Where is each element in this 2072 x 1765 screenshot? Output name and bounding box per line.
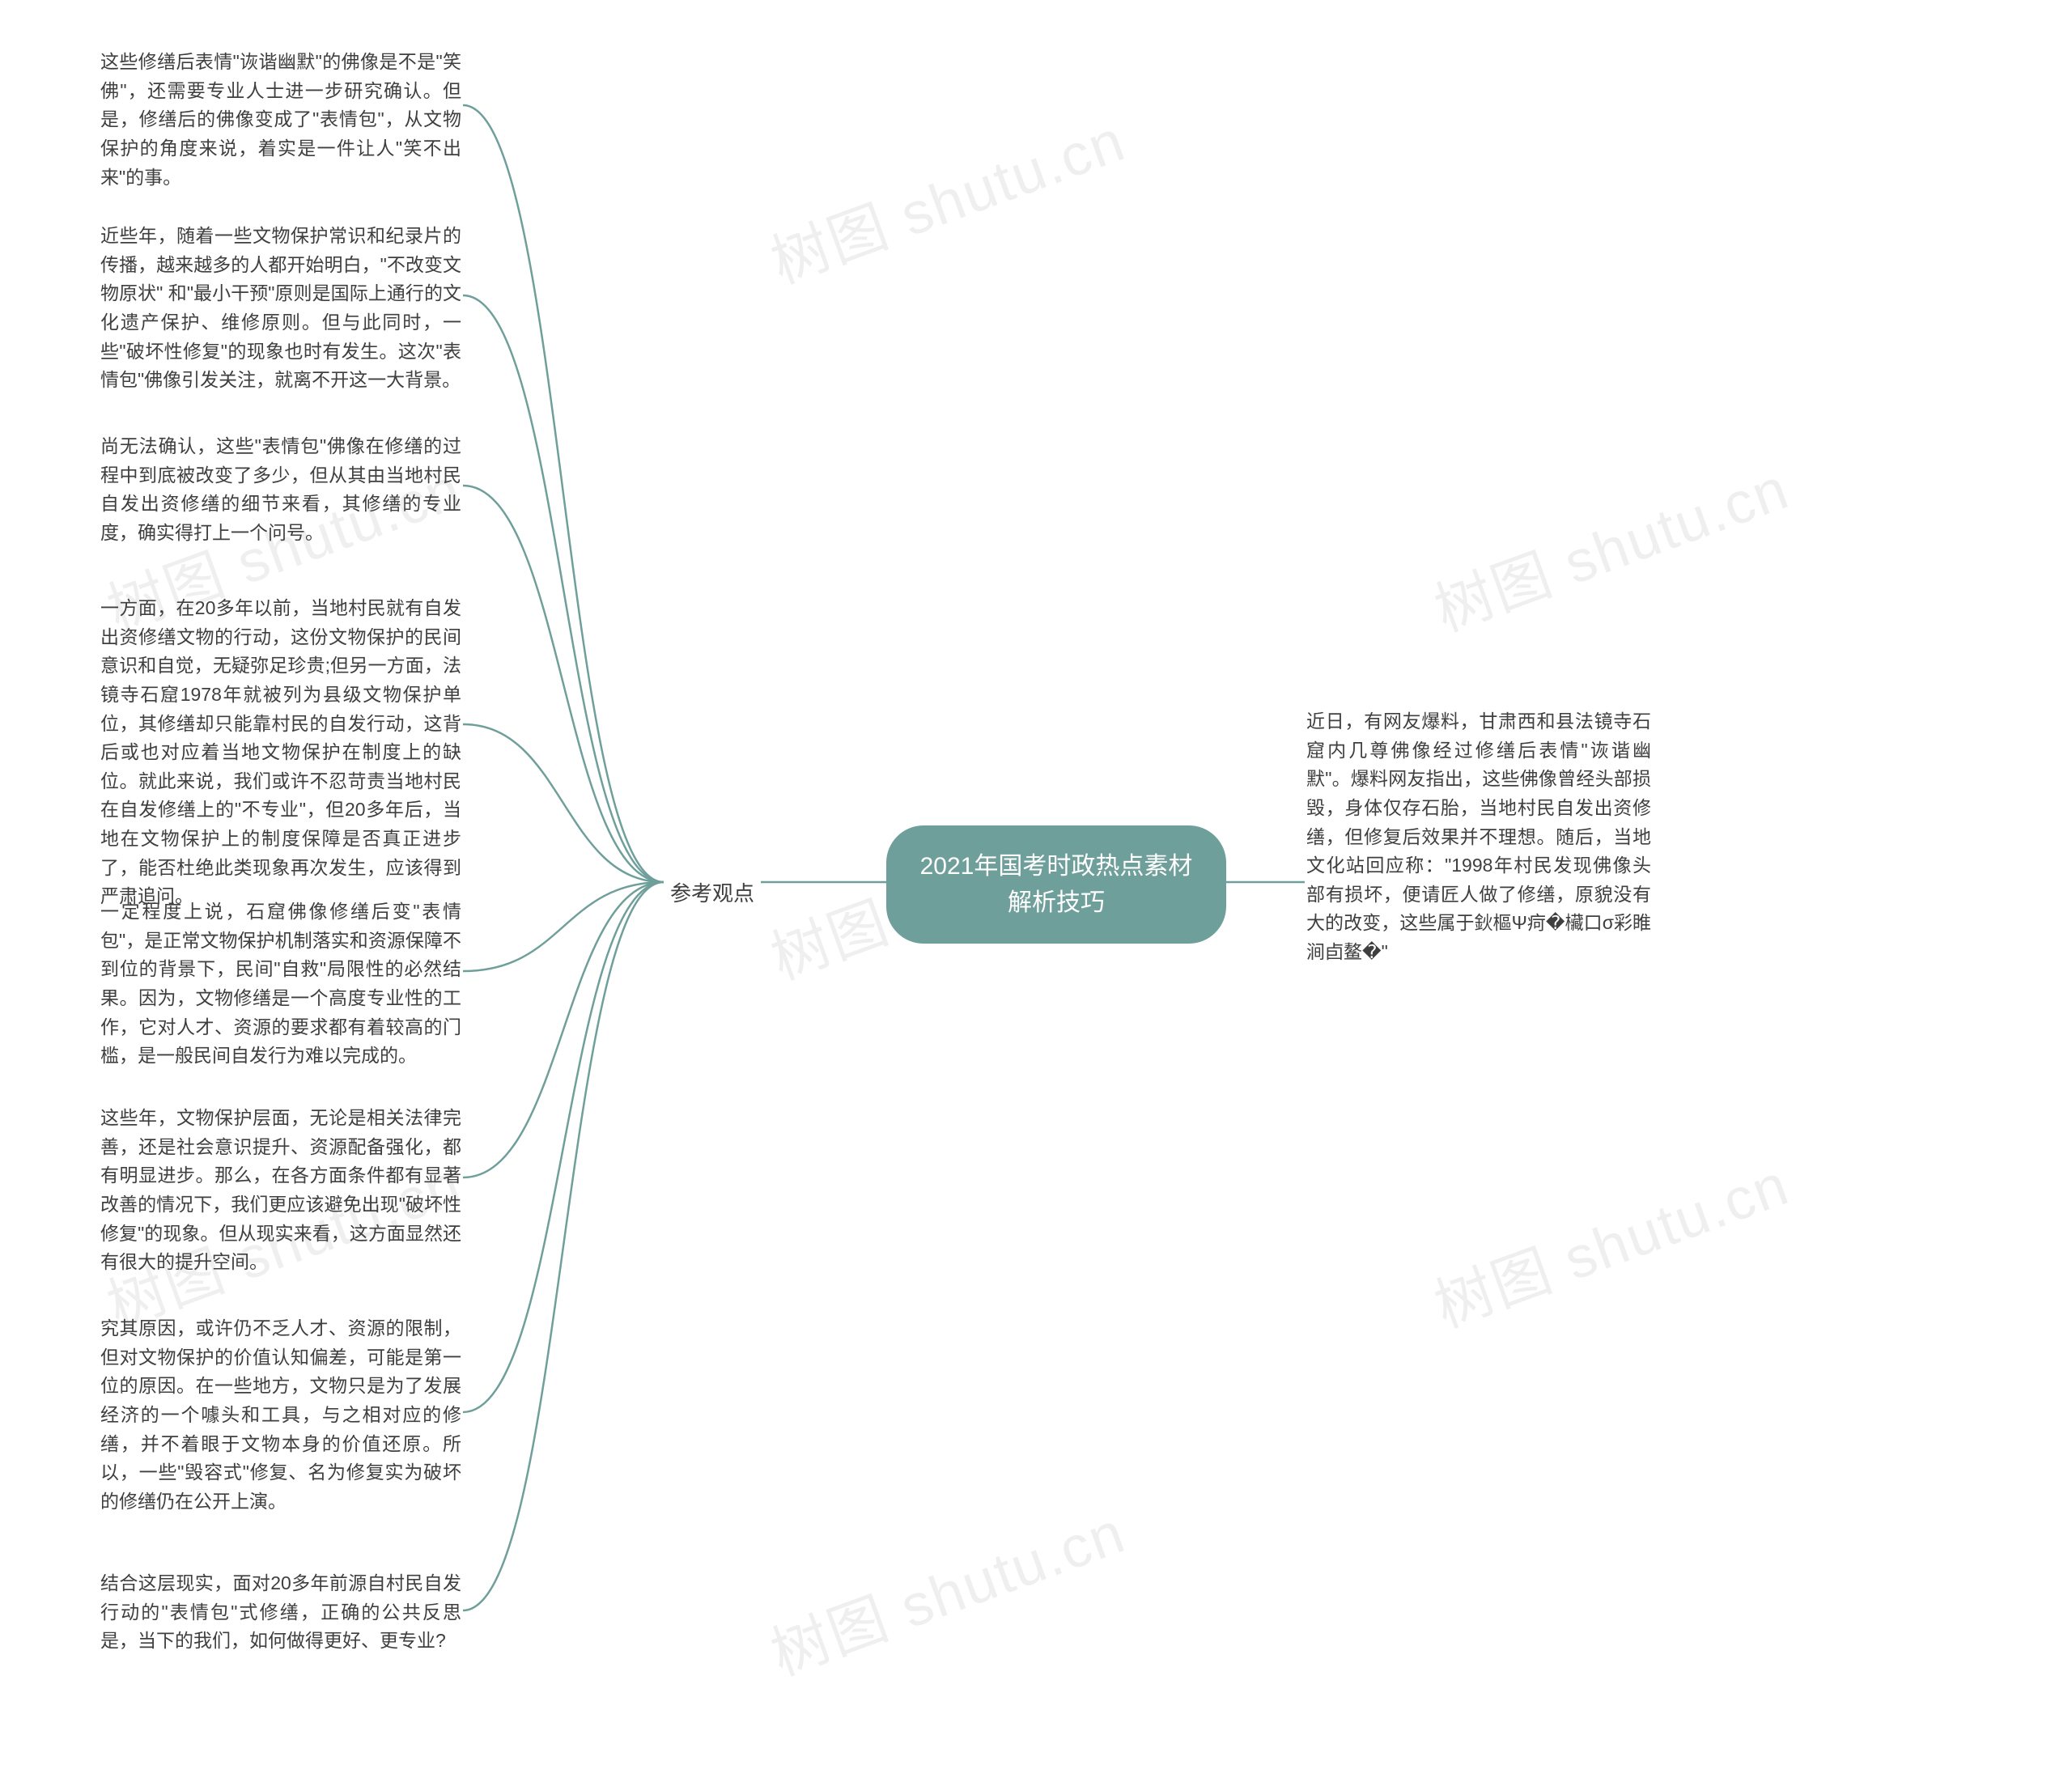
- watermark: 树图 shutu.cn: [1421, 441, 1798, 647]
- right-leaf-node[interactable]: 近日，有网友爆料，甘肃西和县法镜寺石窟内几尊佛像经过修缮后表情"诙谐幽默"。爆料…: [1305, 704, 1653, 970]
- watermark: 树图 shutu.cn: [1421, 1137, 1798, 1343]
- root-title-line1: 2021年国考时政热点素材: [919, 848, 1194, 885]
- left-leaf-text: 尚无法确认，这些"表情包"佛像在修缮的过程中到底被改变了多少，但从其由当地村民自…: [100, 435, 461, 543]
- left-leaf-text: 究其原因，或许仍不乏人才、资源的限制，但对文物保护的价值认知偏差，可能是第一位的…: [100, 1317, 461, 1512]
- left-leaf-text: 一方面，在20多年以前，当地村民就有自发出资修缮文物的行动，这份文物保护的民间意…: [100, 597, 461, 906]
- left-leaf-text: 这些修缮后表情"诙谐幽默"的佛像是不是"笑佛"，还需要专业人士进一步研究确认。但…: [100, 51, 461, 188]
- mindmap-canvas: 树图 shutu.cn 树图 shutu.cn 树图 shutu.cn 树图 shut…: [0, 0, 2072, 1765]
- left-leaf-text: 一定程度上说，石窟佛像修缮后变"表情包"，是正常文物保护机制落实和资源保障不到位…: [100, 901, 461, 1066]
- left-leaf-text: 近些年，随着一些文物保护常识和纪录片的传播，越来越多的人都开始明白，"不改变文物…: [100, 225, 461, 390]
- left-leaf-node[interactable]: 尚无法确认，这些"表情包"佛像在修缮的过程中到底被改变了多少，但从其由当地村民自…: [99, 429, 463, 551]
- watermark: 树图 shutu.cn: [758, 93, 1135, 299]
- left-leaf-node[interactable]: 这些修缮后表情"诙谐幽默"的佛像是不是"笑佛"，还需要专业人士进一步研究确认。但…: [99, 45, 463, 195]
- left-leaf-node[interactable]: 一定程度上说，石窟佛像修缮后变"表情包"，是正常文物保护机制落实和资源保障不到位…: [99, 894, 463, 1074]
- left-leaf-text: 结合这层现实，面对20多年前源自村民自发行动的"表情包"式修缮，正确的公共反思是…: [100, 1572, 461, 1651]
- left-leaf-node[interactable]: 一方面，在20多年以前，当地村民就有自发出资修缮文物的行动，这份文物保护的民间意…: [99, 591, 463, 914]
- left-leaf-node[interactable]: 究其原因，或许仍不乏人才、资源的限制，但对文物保护的价值认知偏差，可能是第一位的…: [99, 1311, 463, 1519]
- watermark: 树图 shutu.cn: [758, 1485, 1135, 1691]
- left-branch-label[interactable]: 参考观点: [664, 872, 761, 912]
- root-title-line2: 解析技巧: [919, 885, 1194, 921]
- root-node[interactable]: 2021年国考时政热点素材 解析技巧: [886, 825, 1226, 944]
- left-leaf-text: 这些年，文物保护层面，无论是相关法律完善，还是社会意识提升、资源配备强化，都有明…: [100, 1107, 461, 1272]
- left-branch-text: 参考观点: [670, 881, 754, 906]
- right-leaf-text: 近日，有网友爆料，甘肃西和县法镜寺石窟内几尊佛像经过修缮后表情"诙谐幽默"。爆料…: [1306, 711, 1651, 962]
- left-leaf-node[interactable]: 这些年，文物保护层面，无论是相关法律完善，还是社会意识提升、资源配备强化，都有明…: [99, 1101, 463, 1280]
- left-leaf-node[interactable]: 结合这层现实，面对20多年前源自村民自发行动的"表情包"式修缮，正确的公共反思是…: [99, 1566, 463, 1659]
- left-leaf-node[interactable]: 近些年，随着一些文物保护常识和纪录片的传播，越来越多的人都开始明白，"不改变文物…: [99, 219, 463, 398]
